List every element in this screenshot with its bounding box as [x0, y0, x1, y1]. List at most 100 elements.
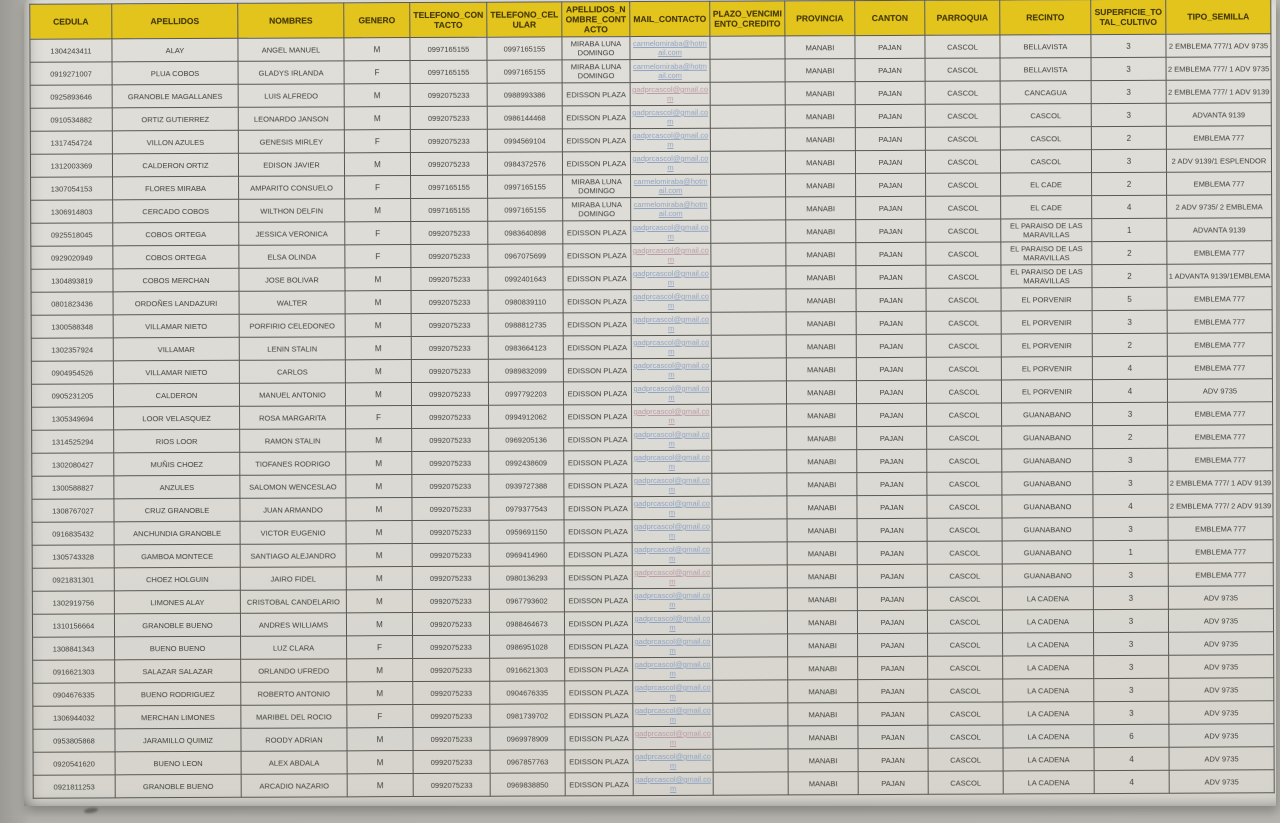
- cell-nombres: JAIRO FIDEL: [240, 566, 347, 591]
- cell-recinto: EL PARAISO DE LAS MARAVILLAS: [1000, 241, 1092, 265]
- email-link[interactable]: gadprcascol@gmail.com: [634, 521, 711, 540]
- email-link[interactable]: gadprcascol@gmail.com: [633, 429, 710, 448]
- cell-canton: PAJAN: [857, 679, 928, 703]
- cell-telefono_celular: 0992401643: [487, 266, 564, 291]
- cell-cedula: 0910534882: [30, 107, 113, 132]
- cell-parroquia: CASCOL: [926, 379, 1002, 404]
- cell-genero: F: [344, 129, 411, 153]
- cell-tipo_semilla: ADV 9735: [1167, 378, 1273, 403]
- cell-mail_contacto: gadprcascol@gmail.com: [631, 427, 712, 451]
- cell-apellidos: CALDERON: [113, 383, 240, 407]
- cell-superficie_total_cultivo: 2: [1091, 264, 1168, 288]
- email-link[interactable]: gadprcascol@gmail.com: [635, 751, 712, 770]
- cell-apellidos: BUENO BUENO: [114, 636, 241, 660]
- cell-plazo_vencimiento_credito: [710, 104, 786, 129]
- cell-parroquia: CASCOL: [926, 310, 1002, 335]
- email-link[interactable]: gadprcascol@gmail.com: [634, 613, 711, 632]
- cell-telefono_celular: 0967075699: [487, 243, 563, 268]
- email-link[interactable]: gadprcascol@gmail.com: [634, 705, 711, 724]
- cell-parroquia: CASCOL: [925, 57, 1001, 82]
- email-link[interactable]: gadprcascol@gmail.com: [632, 84, 709, 103]
- email-link[interactable]: gadprcascol@gmail.com: [634, 590, 711, 609]
- cell-cedula: 0929020949: [30, 245, 113, 270]
- cell-recinto: LA CADENA: [1002, 632, 1094, 656]
- email-link[interactable]: gadprcascol@gmail.com: [634, 567, 711, 586]
- email-link[interactable]: gadprcascol@gmail.com: [633, 452, 710, 471]
- cell-apellidos: VILLAMAR NIETO: [113, 360, 240, 384]
- email-link[interactable]: gadprcascol@gmail.com: [634, 636, 711, 655]
- cell-provincia: MANABI: [786, 311, 857, 335]
- cell-superficie_total_cultivo: 3: [1091, 149, 1167, 173]
- cell-mail_contacto: gadprcascol@gmail.com: [630, 243, 711, 267]
- cell-apellidos_nombre_contacto: EDISSON PLAZA: [563, 358, 632, 382]
- cell-telefono_celular: 0983640898: [487, 220, 563, 245]
- email-link[interactable]: gadprcascol@gmail.com: [632, 153, 709, 172]
- cell-apellidos: ALAY: [111, 38, 239, 62]
- email-link[interactable]: gadprcascol@gmail.com: [632, 245, 709, 264]
- cell-nombres: LUZ CLARA: [240, 635, 347, 660]
- email-link[interactable]: gadprcascol@gmail.com: [632, 130, 709, 149]
- cell-nombres: ROSA MARGARITA: [239, 405, 346, 430]
- cell-superficie_total_cultivo: 4: [1092, 494, 1169, 518]
- email-link[interactable]: gadprcascol@gmail.com: [633, 314, 710, 333]
- cell-telefono_celular: 0969414960: [489, 542, 565, 567]
- cell-canton: PAJAN: [856, 426, 927, 450]
- email-link[interactable]: carmelomiraba@hotmail.com: [632, 38, 707, 57]
- cell-superficie_total_cultivo: 3: [1093, 655, 1169, 679]
- cell-apellidos: MUÑIS CHOEZ: [113, 452, 240, 476]
- email-link[interactable]: gadprcascol@gmail.com: [634, 659, 711, 678]
- cell-recinto: GUANABANO: [1002, 540, 1094, 564]
- cell-telefono_contacto: 0992075233: [410, 152, 488, 176]
- email-link[interactable]: gadprcascol@gmail.com: [634, 544, 711, 563]
- cell-provincia: MANABI: [786, 288, 857, 312]
- cell-canton: PAJAN: [857, 610, 928, 634]
- cell-recinto: GUANABANO: [1001, 494, 1094, 518]
- column-header-recinto: RECINTO: [999, 0, 1091, 35]
- cell-genero: M: [346, 681, 413, 705]
- cell-superficie_total_cultivo: 3: [1092, 402, 1168, 426]
- cell-superficie_total_cultivo: 4: [1092, 356, 1168, 380]
- email-link[interactable]: gadprcascol@gmail.com: [633, 498, 710, 517]
- cell-telefono_celular: 0989832099: [488, 358, 564, 383]
- cell-apellidos: VILLAMAR NIETO: [113, 314, 240, 338]
- email-link[interactable]: carmelomiraba@hotmail.com: [633, 199, 708, 218]
- cell-cedula: 0919271007: [30, 61, 113, 86]
- cell-superficie_total_cultivo: 2: [1092, 425, 1168, 449]
- cell-canton: PAJAN: [856, 495, 928, 519]
- cell-nombres: JOSE BOLIVAR: [238, 267, 346, 292]
- email-link[interactable]: gadprcascol@gmail.com: [632, 268, 709, 287]
- cell-nombres: AMPARITO CONSUELO: [238, 175, 345, 200]
- cell-apellidos: CHOEZ HOLGUIN: [114, 567, 241, 591]
- email-link[interactable]: gadprcascol@gmail.com: [633, 360, 710, 379]
- email-link[interactable]: gadprcascol@gmail.com: [634, 728, 711, 747]
- cell-recinto: EL PORVENIR: [1001, 356, 1093, 380]
- cell-superficie_total_cultivo: 1: [1093, 540, 1169, 564]
- cell-tipo_semilla: ADVANTA 9139: [1166, 102, 1272, 127]
- email-link[interactable]: gadprcascol@gmail.com: [632, 107, 709, 126]
- cell-genero: M: [347, 750, 414, 774]
- cell-telefono_contacto: 0992075233: [411, 474, 489, 498]
- email-link[interactable]: gadprcascol@gmail.com: [635, 774, 712, 793]
- cell-parroquia: CASCOL: [926, 471, 1002, 496]
- cell-nombres: ORLANDO UFREDO: [240, 658, 347, 683]
- cell-nombres: RAMON STALIN: [239, 428, 346, 453]
- email-link[interactable]: gadprcascol@gmail.com: [634, 682, 711, 701]
- email-link[interactable]: carmelomiraba@hotmail.com: [633, 61, 708, 80]
- email-link[interactable]: gadprcascol@gmail.com: [633, 383, 710, 402]
- cell-provincia: MANABI: [785, 173, 856, 197]
- cell-recinto: GUANABANO: [1001, 402, 1093, 426]
- cell-telefono_celular: 0983664123: [488, 335, 564, 360]
- cell-provincia: MANABI: [785, 81, 856, 105]
- email-link[interactable]: gadprcascol@gmail.com: [633, 337, 710, 356]
- cell-nombres: MARIBEL DEL ROCIO: [240, 704, 347, 729]
- email-link[interactable]: gadprcascol@gmail.com: [633, 291, 710, 310]
- cell-telefono_celular: 0997165155: [487, 59, 563, 84]
- email-link[interactable]: gadprcascol@gmail.com: [633, 475, 710, 494]
- email-link[interactable]: carmelomiraba@hotmail.com: [633, 176, 708, 195]
- email-link[interactable]: gadprcascol@gmail.com: [633, 406, 710, 425]
- cell-apellidos: JARAMILLO QUIMIZ: [114, 728, 242, 752]
- cell-apellidos_nombre_contacto: EDISSON PLAZA: [562, 266, 632, 290]
- email-link[interactable]: gadprcascol@gmail.com: [632, 222, 709, 241]
- cell-apellidos_nombre_contacto: EDISSON PLAZA: [564, 726, 634, 750]
- cell-provincia: MANABI: [787, 564, 858, 588]
